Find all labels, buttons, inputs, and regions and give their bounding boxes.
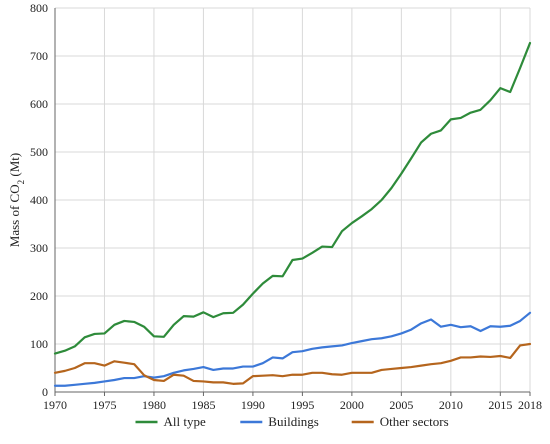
x-tick-label: 1990 bbox=[241, 398, 265, 412]
x-tick-label: 1985 bbox=[191, 398, 215, 412]
y-tick-label: 800 bbox=[30, 1, 48, 15]
y-tick-label: 700 bbox=[30, 49, 48, 63]
x-tick-label: 2018 bbox=[518, 398, 542, 412]
y-tick-label: 100 bbox=[30, 337, 48, 351]
legend-label-buildings: Buildings bbox=[268, 414, 319, 429]
grid-layer bbox=[54, 7, 531, 392]
x-tick-label: 1995 bbox=[290, 398, 314, 412]
x-tick-labels: 1970 1975 1980 1985 1990 1995 2000 2005 2010 2015… bbox=[43, 392, 542, 412]
y-tick-label: 500 bbox=[30, 145, 48, 159]
y-tick-label: 600 bbox=[30, 97, 48, 111]
y-tick-label: 400 bbox=[30, 193, 48, 207]
series-layer bbox=[53, 41, 532, 387]
series-line-other-sectors bbox=[53, 342, 532, 385]
y-tick-label: 200 bbox=[30, 289, 48, 303]
legend: All type Buildings Other sectors bbox=[135, 414, 449, 429]
x-tick-label: 1970 bbox=[43, 398, 67, 412]
legend-label-other-sectors: Other sectors bbox=[380, 414, 449, 429]
y-tick-label: 0 bbox=[42, 385, 48, 399]
y-axis-title: Mass of CO2 (Mt) bbox=[7, 153, 26, 247]
series-line-buildings bbox=[53, 311, 532, 387]
x-tick-label: 1980 bbox=[142, 398, 166, 412]
y-tick-label: 300 bbox=[30, 241, 48, 255]
x-tick-label: 1975 bbox=[92, 398, 116, 412]
legend-label-all-type: All type bbox=[164, 414, 206, 429]
x-tick-label: 2005 bbox=[389, 398, 413, 412]
y-tick-labels: 0 100 200 300 400 500 600 700 800 bbox=[30, 1, 48, 399]
x-tick-label: 2015 bbox=[488, 398, 512, 412]
series-line-all-type bbox=[53, 41, 532, 355]
x-tick-label: 2000 bbox=[340, 398, 364, 412]
x-tick-label: 2010 bbox=[439, 398, 463, 412]
